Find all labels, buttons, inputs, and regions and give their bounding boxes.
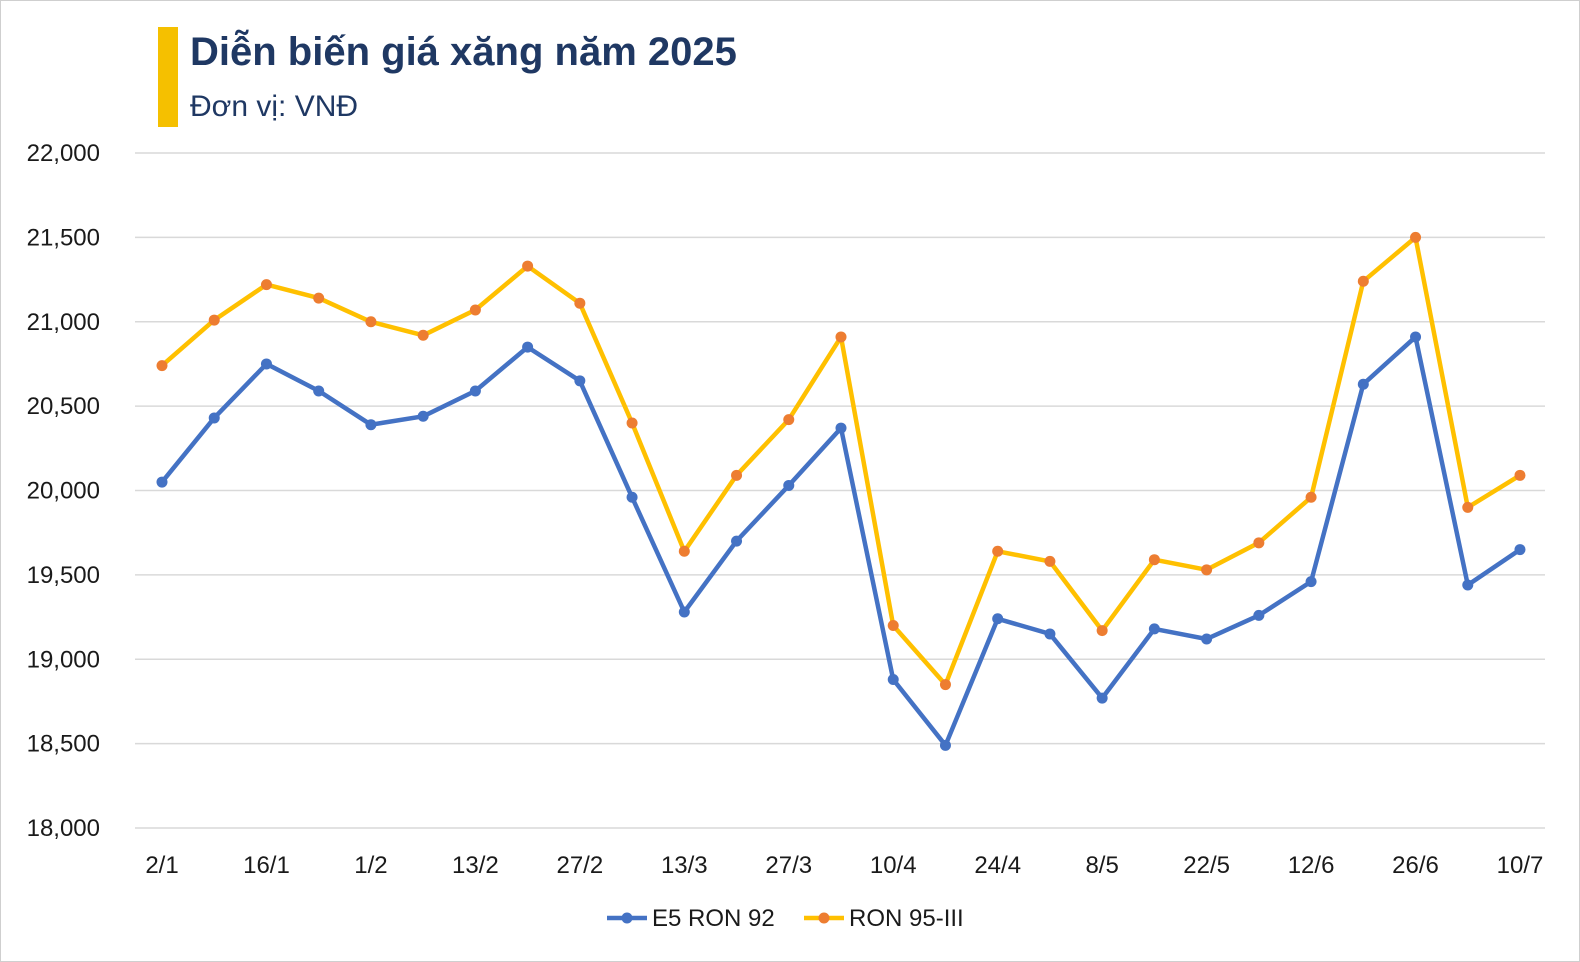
data-point xyxy=(1044,628,1056,640)
x-tick-label: 8/5 xyxy=(1085,852,1118,879)
data-point xyxy=(1096,692,1108,704)
data-point xyxy=(260,279,272,291)
x-tick-label: 13/3 xyxy=(661,852,708,879)
data-point xyxy=(417,410,429,422)
data-point xyxy=(1096,625,1108,637)
data-point xyxy=(469,385,481,397)
x-tick-label: 27/3 xyxy=(765,852,812,879)
legend-marker xyxy=(621,912,633,924)
data-point xyxy=(208,412,220,424)
data-point xyxy=(835,331,847,343)
legend-label: E5 RON 92 xyxy=(652,905,775,932)
data-point xyxy=(626,491,638,503)
data-point xyxy=(678,545,690,557)
title-accent-bar xyxy=(158,27,178,127)
y-tick-label: 18,000 xyxy=(27,815,100,842)
data-point xyxy=(1201,564,1213,576)
data-point xyxy=(1357,275,1369,287)
x-tick-label: 16/1 xyxy=(243,852,290,879)
y-tick-label: 19,500 xyxy=(27,562,100,589)
data-point xyxy=(156,360,168,372)
y-axis-ticks: 18,000 18,500 19,000 19,500 20,000 20,500 21,0… xyxy=(27,140,100,842)
data-point xyxy=(574,297,586,309)
legend: E5 RON 92 RON 95-III xyxy=(607,905,964,932)
y-tick-label: 22,000 xyxy=(27,140,100,167)
data-point xyxy=(887,620,899,631)
data-point xyxy=(313,292,325,304)
series-group xyxy=(156,231,1526,751)
data-point xyxy=(1462,579,1474,591)
data-point xyxy=(731,469,743,481)
data-point xyxy=(574,375,586,387)
data-point xyxy=(992,613,1004,625)
data-point xyxy=(1410,231,1422,243)
data-point xyxy=(1514,469,1526,481)
data-point xyxy=(417,329,429,341)
y-tick-label: 21,500 xyxy=(27,224,100,251)
x-tick-label: 10/4 xyxy=(870,852,917,879)
data-point xyxy=(1148,554,1160,566)
data-point xyxy=(1514,544,1526,556)
data-point xyxy=(365,316,377,328)
x-tick-label: 13/2 xyxy=(452,852,499,879)
data-point xyxy=(887,674,899,685)
series-line xyxy=(160,334,1522,748)
data-point xyxy=(939,679,951,691)
data-point xyxy=(522,260,534,272)
data-point xyxy=(731,535,743,547)
x-tick-label: 27/2 xyxy=(556,852,603,879)
data-point xyxy=(260,358,272,370)
data-point xyxy=(992,545,1004,557)
data-point xyxy=(939,739,951,751)
legend-marker xyxy=(818,912,830,924)
data-point xyxy=(1462,501,1474,513)
data-point xyxy=(156,476,168,488)
x-axis-ticks: 2/1 16/1 1/2 13/2 27/2 13/3 27/3 10/4 24/4 8/5 22/… xyxy=(145,852,1543,879)
data-point xyxy=(1253,609,1265,621)
x-tick-label: 12/6 xyxy=(1288,852,1335,879)
data-point xyxy=(626,417,638,429)
data-point xyxy=(1357,378,1369,390)
y-tick-label: 19,000 xyxy=(27,646,100,673)
data-point xyxy=(678,606,690,618)
data-point xyxy=(1044,555,1056,567)
x-tick-label: 24/4 xyxy=(974,852,1021,879)
data-point xyxy=(469,304,481,316)
data-point xyxy=(783,414,795,426)
series-line xyxy=(160,235,1522,687)
y-tick-label: 20,500 xyxy=(27,393,100,420)
data-point xyxy=(783,479,795,491)
data-point xyxy=(1253,537,1265,549)
x-tick-label: 2/1 xyxy=(145,852,178,879)
data-point xyxy=(1148,623,1160,635)
data-point xyxy=(1305,576,1317,588)
x-tick-label: 10/7 xyxy=(1497,852,1544,879)
data-point xyxy=(208,314,220,326)
data-point xyxy=(1201,633,1213,645)
data-point xyxy=(365,419,377,431)
y-tick-label: 20,000 xyxy=(27,478,100,505)
y-tick-label: 21,000 xyxy=(27,309,100,336)
legend-label: RON 95-III xyxy=(849,905,964,932)
x-tick-label: 1/2 xyxy=(354,852,387,879)
y-tick-label: 18,500 xyxy=(27,731,100,758)
x-tick-label: 22/5 xyxy=(1183,852,1230,879)
data-point xyxy=(522,341,534,353)
chart-subtitle: Đơn vị: VNĐ xyxy=(190,90,359,123)
x-tick-label: 26/6 xyxy=(1392,852,1439,879)
data-point xyxy=(1410,331,1422,343)
data-point xyxy=(835,422,847,434)
chart-title: Diễn biến giá xăng năm 2025 xyxy=(190,30,737,74)
data-point xyxy=(313,385,325,397)
data-point xyxy=(1305,491,1317,503)
